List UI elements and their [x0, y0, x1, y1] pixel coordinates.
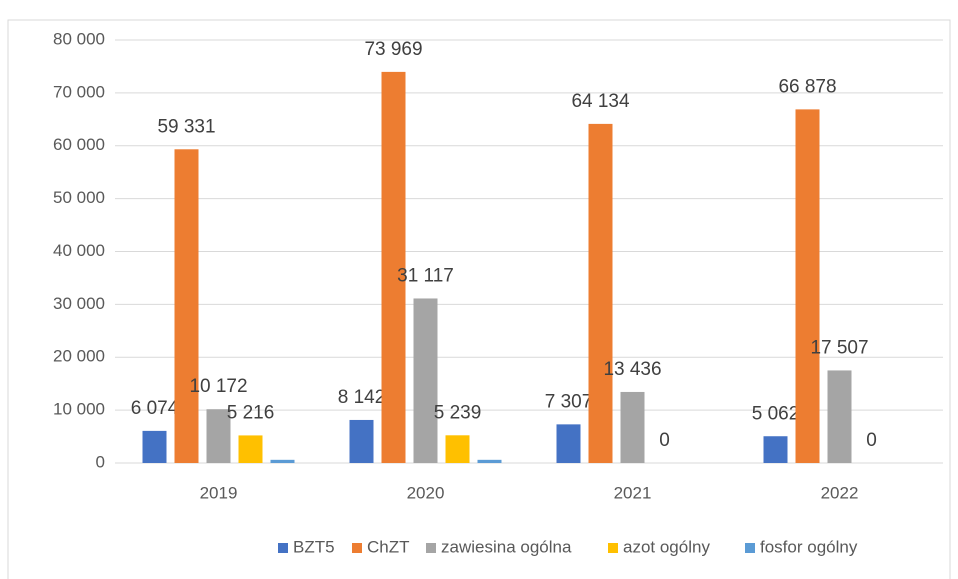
x-tick-label: 2020 [407, 483, 445, 502]
legend-swatch [278, 543, 288, 553]
bar [238, 435, 263, 463]
data-label: 6 074 [131, 398, 179, 419]
y-tick-label: 30 000 [53, 294, 105, 313]
data-label: 5 216 [227, 402, 275, 423]
bar [827, 370, 852, 463]
bar [763, 436, 788, 463]
bar [413, 298, 438, 463]
bar [174, 149, 199, 463]
bar [556, 424, 581, 463]
y-tick-label: 20 000 [53, 347, 105, 366]
legend-swatch [352, 543, 362, 553]
bar [445, 435, 470, 463]
legend-label: BZT5 [293, 537, 335, 556]
legend-label: ChZT [367, 537, 410, 556]
legend-label: zawiesina ogólna [441, 537, 572, 556]
y-tick-label: 0 [96, 452, 105, 471]
chart-frame [7, 19, 951, 579]
data-label: 66 878 [778, 76, 836, 97]
legend-label: fosfor ogólny [760, 537, 858, 556]
data-label: 5 239 [434, 402, 482, 423]
data-label: 10 172 [189, 376, 247, 397]
data-label: 73 969 [364, 39, 422, 60]
data-label: 64 134 [571, 91, 630, 112]
data-label: 13 436 [603, 359, 661, 380]
data-label: 0 [866, 430, 877, 451]
data-label: 8 142 [338, 387, 386, 408]
x-tick-label: 2019 [200, 483, 238, 502]
data-label: 5 062 [752, 403, 800, 424]
y-tick-label: 60 000 [53, 135, 105, 154]
bar [349, 419, 374, 463]
bar [206, 409, 231, 463]
x-tick-label: 2021 [614, 483, 652, 502]
legend-swatch [608, 543, 618, 553]
bar [270, 459, 295, 463]
y-tick-label: 10 000 [53, 400, 105, 419]
data-label: 0 [659, 430, 670, 451]
bar [588, 123, 613, 463]
bar [142, 430, 167, 463]
legend-swatch [745, 543, 755, 553]
data-label: 31 117 [397, 265, 454, 286]
data-label: 7 307 [545, 391, 593, 412]
bar [795, 109, 820, 464]
data-label: 17 507 [810, 337, 868, 358]
legend-label: azot ogólny [623, 537, 710, 556]
y-tick-label: 40 000 [53, 241, 105, 260]
x-tick-label: 2022 [821, 483, 859, 502]
data-label: 59 331 [157, 116, 215, 137]
bar [477, 459, 502, 463]
legend-swatch [426, 543, 436, 553]
bar [620, 391, 645, 463]
bar [381, 71, 406, 463]
y-tick-label: 50 000 [53, 188, 105, 207]
y-tick-label: 70 000 [53, 82, 105, 101]
y-tick-label: 80 000 [53, 29, 105, 48]
